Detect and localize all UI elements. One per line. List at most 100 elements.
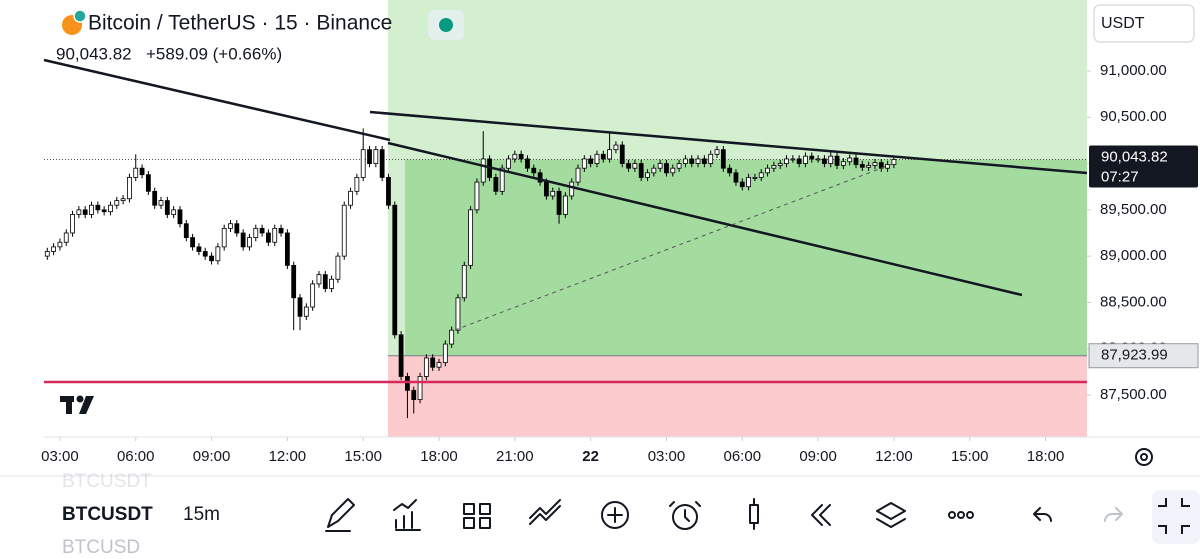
y-tick-label: 88,500.00 xyxy=(1100,293,1167,310)
symbol-title[interactable]: Bitcoin / TetherUS · 15 · Binance xyxy=(88,12,392,35)
candle-body xyxy=(247,237,252,248)
candle-body xyxy=(708,153,714,164)
candle-body xyxy=(689,158,695,164)
candle-body xyxy=(581,158,587,169)
x-tick-label: 09:00 xyxy=(799,448,837,465)
candle-body xyxy=(152,190,158,206)
candle-body xyxy=(594,153,600,164)
candle-body xyxy=(531,167,537,174)
x-tick-label: 18:00 xyxy=(1027,448,1065,465)
candle-body xyxy=(461,264,467,299)
candle-body xyxy=(392,204,398,336)
more-icon xyxy=(957,511,965,519)
candle-body xyxy=(872,162,878,166)
layouts-tool[interactable] xyxy=(463,503,491,529)
undo-tool[interactable] xyxy=(1033,507,1052,522)
y-tick-label: 89,500.00 xyxy=(1100,201,1167,218)
candle-body xyxy=(405,376,410,391)
candle-body xyxy=(891,159,897,165)
candle-body xyxy=(468,209,474,266)
candle-body xyxy=(676,163,682,169)
y-tick-label: 91,000.00 xyxy=(1100,62,1167,79)
candle-body xyxy=(840,161,846,166)
x-tick-label: 15:00 xyxy=(951,448,989,465)
candle-body xyxy=(423,357,429,377)
header-change: +589.09 (+0.66%) xyxy=(146,44,282,63)
candle-body xyxy=(196,246,202,252)
candle-body xyxy=(89,204,94,215)
candle-body xyxy=(297,297,303,317)
candle-body xyxy=(556,190,562,215)
candle-body xyxy=(537,172,543,183)
currency-button[interactable] xyxy=(1093,4,1195,43)
candle-body xyxy=(329,278,335,289)
candle-body xyxy=(739,181,745,188)
fullscreen-button[interactable] xyxy=(1152,490,1200,544)
candle-body xyxy=(878,162,884,169)
candle-body xyxy=(303,306,309,317)
candle-body xyxy=(499,167,505,192)
candle-body xyxy=(474,181,480,211)
add-tool[interactable] xyxy=(601,501,629,529)
countdown-label: 07:27 xyxy=(1101,168,1139,185)
candle-body xyxy=(354,177,360,192)
candle-body xyxy=(386,177,391,206)
candle-body xyxy=(449,329,455,345)
settings-button[interactable] xyxy=(1135,448,1153,466)
last-price-label: 90,043.82 xyxy=(1101,148,1168,165)
candle-body xyxy=(777,163,783,166)
candle-body xyxy=(341,204,347,257)
candle-body xyxy=(562,195,568,215)
candle-body xyxy=(544,181,549,197)
fullscreen-icon xyxy=(1158,498,1190,534)
candle-body xyxy=(664,163,669,174)
candle-body xyxy=(44,251,50,257)
more-tool[interactable] xyxy=(948,511,956,519)
candle-body xyxy=(70,214,75,234)
candle-body xyxy=(834,155,840,166)
redo-tool[interactable] xyxy=(1104,507,1123,522)
candle-body xyxy=(127,177,132,200)
trendline[interactable] xyxy=(369,110,1088,175)
replay-tool[interactable] xyxy=(811,504,831,526)
x-tick-label: 03:00 xyxy=(648,448,686,465)
x-tick-label: 03:00 xyxy=(41,448,79,465)
candle-body xyxy=(215,246,221,262)
toolbar-interval[interactable]: 15m xyxy=(183,504,220,525)
tv-logo xyxy=(60,395,94,414)
candle-body xyxy=(645,172,650,178)
candle-body xyxy=(101,209,107,213)
candle-body xyxy=(569,181,575,197)
candle-body xyxy=(455,297,461,331)
chart-type-tool[interactable] xyxy=(749,498,759,530)
candle-body xyxy=(550,190,556,197)
indicators-tool[interactable] xyxy=(393,499,421,531)
alert-tool[interactable] xyxy=(672,504,698,530)
candle-body xyxy=(367,149,372,164)
profit-fill xyxy=(405,159,1087,356)
object-tree-tool[interactable] xyxy=(876,502,906,528)
draw-tool[interactable] xyxy=(325,498,355,532)
compare-tool[interactable] xyxy=(529,499,561,525)
candle-body xyxy=(278,227,284,234)
candle-body xyxy=(139,167,145,176)
candle-body xyxy=(683,158,688,164)
candle-body xyxy=(493,177,499,192)
candle-body xyxy=(828,155,834,164)
candle-body xyxy=(63,232,69,243)
candle-body xyxy=(158,200,164,206)
trendline[interactable] xyxy=(43,58,391,142)
candle-body xyxy=(240,232,246,248)
toolbar-symbol[interactable]: BTCUSDT xyxy=(62,504,153,525)
position-path xyxy=(454,162,896,331)
trendline[interactable] xyxy=(387,141,1023,297)
x-tick-label: 06:00 xyxy=(117,448,155,465)
x-tick-label: 21:00 xyxy=(496,448,534,465)
candle-body xyxy=(619,144,625,164)
candle-body xyxy=(847,157,853,163)
candle-body xyxy=(512,153,518,160)
candle-body xyxy=(436,362,442,368)
candle-body xyxy=(575,167,581,183)
candle-body xyxy=(815,158,821,161)
candle-body xyxy=(335,255,341,280)
